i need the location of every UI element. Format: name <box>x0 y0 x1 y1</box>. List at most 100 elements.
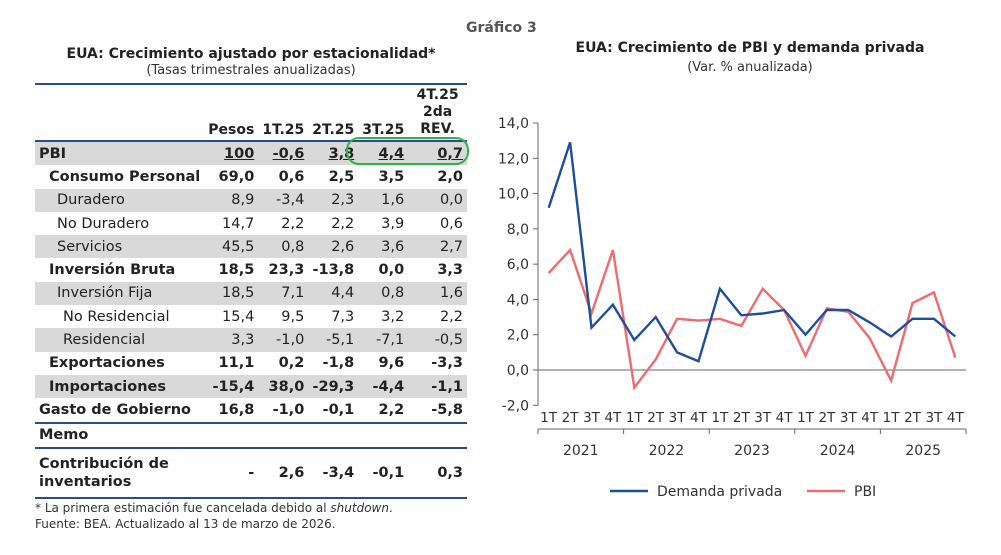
cell-value: 4,4 <box>358 139 409 166</box>
x-quarter-label: 2T <box>562 410 580 426</box>
series-line-pbi <box>547 247 957 391</box>
y-tick-label: 4,0 <box>507 292 529 308</box>
cell-value: -1,8 <box>322 355 355 372</box>
footnote-shutdown: * La primera estimación fue cancelada de… <box>35 500 393 516</box>
cell-value: 3,9 <box>381 215 405 232</box>
cell-value: 2,2 <box>281 215 305 232</box>
cell-value: 7,3 <box>331 308 355 325</box>
x-quarter-label: 2T <box>904 410 922 426</box>
table-row: PBI 100 -0,6 3,8 4,4 0,7 <box>35 139 467 166</box>
cell-value: -5,1 <box>308 328 359 352</box>
chart-subtitle: (Var. % anualizada) <box>687 60 813 75</box>
cell-value: 69,0 <box>218 168 255 185</box>
table-row: Gasto de Gobierno 16,8 -1,0 -0,1 2,2 -5,8 <box>35 398 467 424</box>
cell-value: 2,5 <box>328 168 355 185</box>
x-quarter-label: 1T <box>711 410 729 426</box>
cell-value: 0,2 <box>278 355 305 372</box>
cell-value-text: 4,4 <box>378 145 405 162</box>
cell-value: 8,9 <box>204 188 259 212</box>
y-tick-label: -2,0 <box>502 398 529 414</box>
cell-value: 2,2 <box>358 398 409 424</box>
y-tick-label: 2,0 <box>507 328 529 344</box>
column-header-3t25: 3T.25 <box>362 122 405 138</box>
footnote-italic: shutdown <box>330 501 389 515</box>
cell-value: -3,4 <box>258 188 309 212</box>
table-row: Contribución de inventarios -2,6 -3,4 -0,1 0,… <box>35 447 467 499</box>
cell-value: -1,0 <box>258 328 309 352</box>
column-header-4t25-line2: 2da REV. <box>420 104 455 137</box>
x-quarter-label: 2T <box>733 410 751 426</box>
cell-value: 3,8 <box>308 139 359 166</box>
x-quarter-label: 3T <box>754 410 772 426</box>
x-quarter-label: 2T <box>818 410 836 426</box>
cell-value: 0,8 <box>258 235 309 259</box>
footnote-source: Fuente: BEA. Actualizado al 13 de marzo … <box>35 517 336 531</box>
x-quarter-label: 4T <box>690 410 708 426</box>
column-header-2t25: 2T.25 <box>312 122 355 138</box>
cell-value: 100 <box>204 139 259 166</box>
cell-value: - <box>204 447 259 499</box>
footnote-end: . <box>388 501 393 515</box>
row-label: Inversión Bruta <box>49 262 176 279</box>
growth-table-panel: EUA: Crecimiento ajustado por estacional… <box>35 46 467 499</box>
cell-value: 3,5 <box>378 168 405 185</box>
cell-value: 1,6 <box>358 188 409 212</box>
table-header-row: Pesos 1T.25 2T.25 3T.25 4T.25 2da REV. <box>35 85 467 141</box>
column-header-pesos: Pesos <box>208 122 255 138</box>
row-label: Exportaciones <box>49 355 165 372</box>
cell-value: 0,6 <box>278 168 305 185</box>
cell-value: 23,3 <box>268 262 305 279</box>
cell-value: -15,4 <box>204 374 259 399</box>
row-label: Duradero <box>35 188 205 212</box>
x-quarter-label: 3T <box>840 410 858 426</box>
table-row: Importaciones -15,4 38,0 -29,3 -4,4 -1,1 <box>35 374 467 399</box>
table-subtitle: (Tasas trimestrales anualizadas) <box>146 63 356 78</box>
cell-value: 9,6 <box>378 355 405 372</box>
y-tick-label: 10,0 <box>498 187 529 203</box>
footnote-text: * La primera estimación fue cancelada de… <box>35 501 331 515</box>
cell-value: 0,7 <box>408 139 467 166</box>
x-year-label: 2025 <box>905 443 941 459</box>
x-quarter-label: 3T <box>925 410 943 426</box>
x-quarter-label: 4T <box>947 410 965 426</box>
cell-value: 18,5 <box>218 262 255 279</box>
cell-value: -3,3 <box>431 355 463 372</box>
cell-value: -0,1 <box>308 398 359 424</box>
row-label: Servicios <box>35 235 205 259</box>
table-row: No Duradero 14,7 2,2 2,2 3,9 0,6 <box>35 212 467 235</box>
x-quarter-label: 2T <box>647 410 665 426</box>
row-label-line2: inventarios <box>39 473 132 490</box>
row-label: Contribución de inventarios <box>35 447 205 499</box>
series-line-demanda-privada <box>547 142 957 363</box>
x-quarter-label: 1T <box>626 410 644 426</box>
cell-value: 14,7 <box>222 215 255 232</box>
x-year-label: 2021 <box>563 443 599 459</box>
chart-title: EUA: Crecimiento de PBI y demanda privad… <box>575 40 925 56</box>
cell-value: 2,0 <box>437 168 463 185</box>
row-label: Inversión Fija <box>35 281 205 306</box>
cell-value: 3,2 <box>381 308 405 325</box>
table-row: Servicios 45,5 0,8 2,6 3,6 2,7 <box>35 235 467 259</box>
y-tick-label: 6,0 <box>507 257 529 273</box>
x-year-label: 2024 <box>820 443 856 459</box>
cell-value: 3,6 <box>358 235 409 259</box>
cell-value: 45,5 <box>204 235 259 259</box>
cell-value: 1,6 <box>408 281 467 306</box>
cell-value: -5,8 <box>408 398 467 424</box>
row-label: Consumo Personal <box>49 168 201 185</box>
cell-value: 11,1 <box>218 355 255 372</box>
cell-value-text: 100 <box>224 145 255 162</box>
x-quarter-label: 4T <box>861 410 879 426</box>
cell-value: -29,3 <box>308 374 359 399</box>
cell-value: 2,2 <box>331 215 355 232</box>
x-year-label: 2023 <box>734 443 770 459</box>
row-label: Residencial <box>35 328 205 352</box>
column-header-4t25-line1: 4T.25 <box>416 87 459 103</box>
cell-value: 0,0 <box>408 188 467 212</box>
table-row: Consumo Personal 69,0 0,6 2,5 3,5 2,0 <box>35 165 467 188</box>
figure-label: Gráfico 3 <box>466 20 537 36</box>
cell-value: -4,4 <box>358 374 409 399</box>
cell-value-text: 0,7 <box>437 145 463 162</box>
legend-label-pbi: PBI <box>854 484 876 500</box>
cell-value: 18,5 <box>204 281 259 306</box>
